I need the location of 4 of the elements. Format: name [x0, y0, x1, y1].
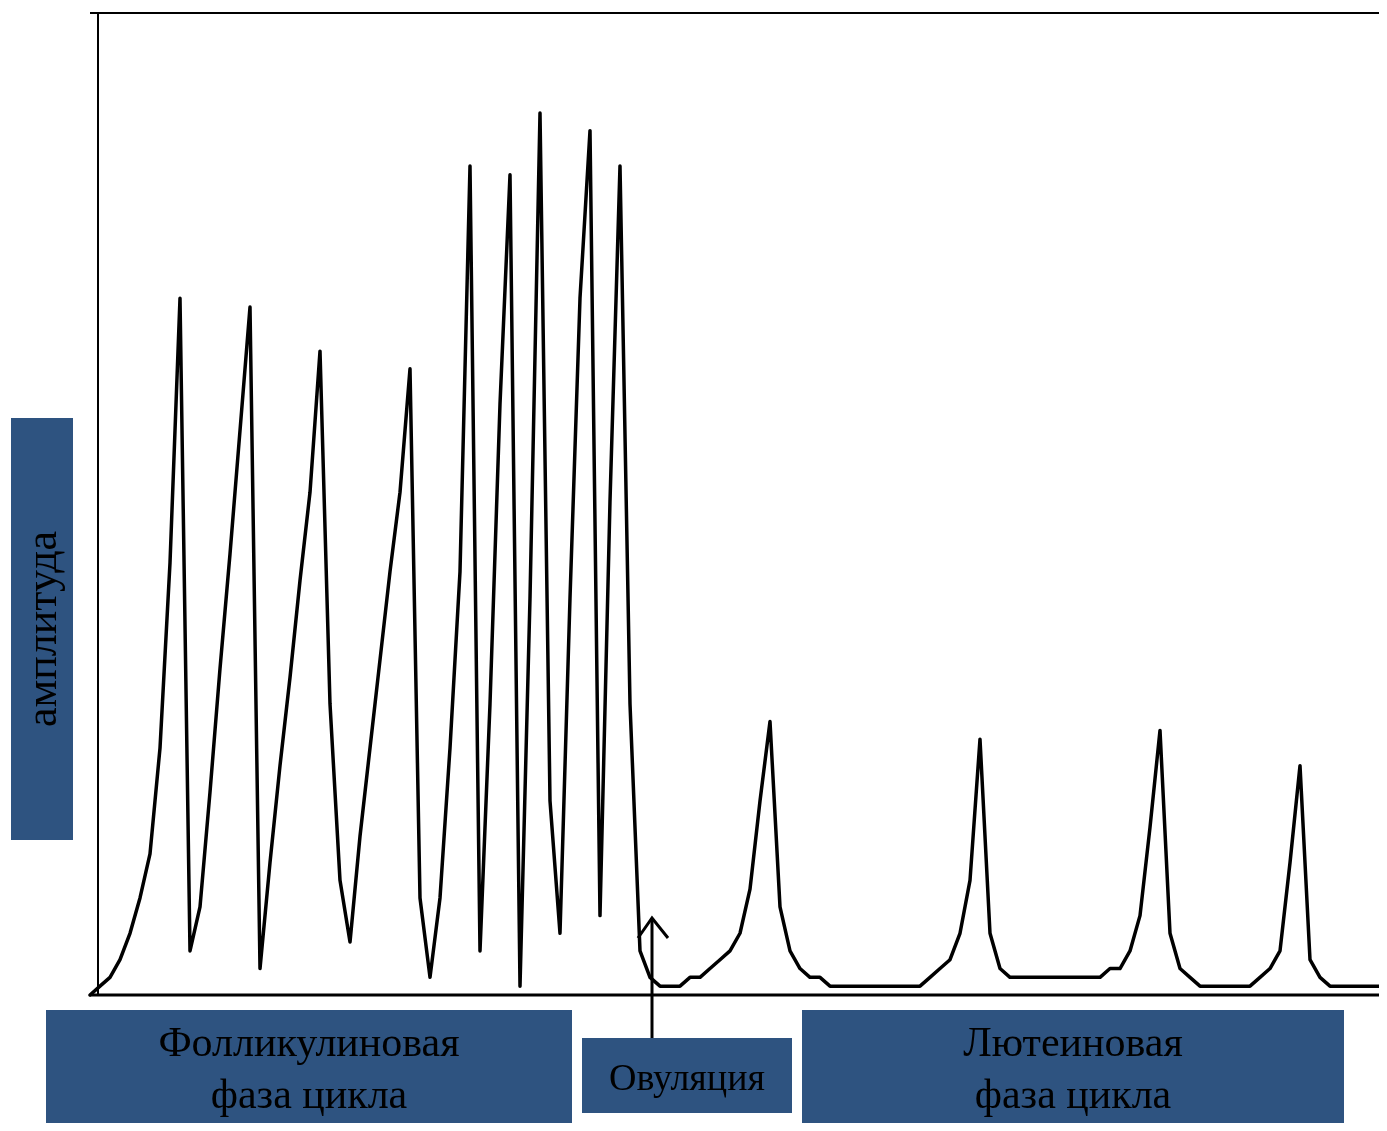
text: Фолликулиновая фаза цикла [158, 1019, 460, 1117]
text: Лютеиновая фаза цикла [963, 1019, 1183, 1117]
y-axis-title: амплитуда [17, 530, 66, 728]
text: Овуляция [608, 1056, 766, 1098]
